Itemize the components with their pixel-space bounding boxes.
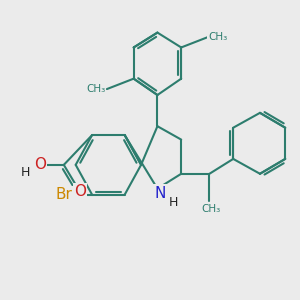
Text: O: O: [34, 158, 46, 172]
Text: CH₃: CH₃: [208, 32, 227, 42]
Text: CH₃: CH₃: [201, 203, 220, 214]
Text: O: O: [74, 184, 86, 199]
Text: H: H: [169, 196, 178, 208]
Text: Br: Br: [56, 187, 73, 202]
Text: CH₃: CH₃: [86, 84, 105, 94]
Text: H: H: [20, 166, 30, 179]
Text: N: N: [155, 186, 166, 201]
